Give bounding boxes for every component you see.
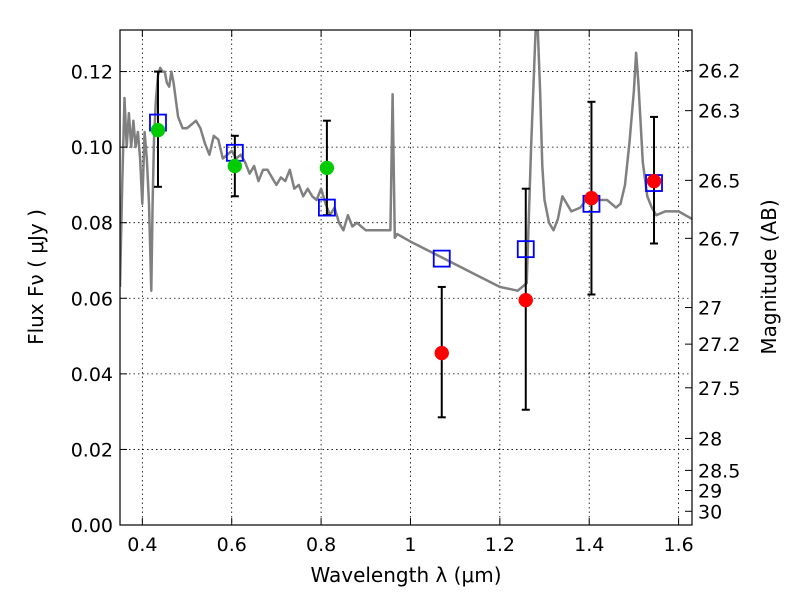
y-tick-label: 0.12 [71, 62, 113, 84]
y-tick-label: 0.10 [71, 137, 113, 159]
plot-area [120, 30, 692, 419]
y2-tick-label: 29 [698, 481, 722, 503]
y2-tick-label: 27.5 [698, 378, 740, 400]
y2-tick-label: 27.2 [698, 334, 740, 356]
x-tick-label: 1.2 [485, 534, 515, 556]
low-significance-point [584, 190, 599, 206]
detection-point [227, 158, 243, 174]
x-tick-label: 1 [404, 534, 416, 556]
x-tick-label: 1.4 [574, 534, 604, 556]
x-axis-title: Wavelength λ (μm) [310, 563, 501, 587]
y-tick-label: 0.04 [71, 364, 113, 386]
low-significance-point [518, 292, 534, 308]
model-flux-square [516, 240, 535, 259]
y2-tick-label: 26.3 [698, 101, 740, 123]
y2-tick-label: 26.2 [698, 61, 740, 83]
x-tick-label: 0.4 [127, 534, 157, 556]
x-tick-label: 1.6 [663, 534, 693, 556]
gridlines [120, 30, 692, 526]
model-flux-square [318, 198, 336, 217]
y-tick-label: 0.02 [71, 439, 113, 461]
y-tick-label: 0.08 [71, 213, 113, 235]
y2-axis-title: Magnitude (AB) [757, 199, 781, 354]
y2-tick-label: 26.7 [698, 228, 740, 250]
y2-tick-label: 28 [698, 428, 722, 450]
y2-tick-label: 28.5 [698, 460, 740, 482]
y-tick-label: 0.00 [71, 515, 113, 537]
low-significance-point [434, 345, 449, 361]
plot-frame [119, 29, 693, 526]
x-tick-label: 0.6 [217, 534, 247, 556]
detection-point [150, 122, 166, 138]
y-axis-title: Flux Fν ( μJy ) [24, 209, 48, 345]
low-significance-point [646, 173, 662, 189]
model-flux-square [432, 249, 451, 268]
x-tick-label: 0.8 [306, 534, 336, 556]
y-tick-label: 0.06 [71, 288, 113, 310]
y2-tick-label: 27 [698, 298, 722, 320]
axis-ticks: 0.4 0.6 0.8 1 1.2 1.4 1.6 0.00 0.02 0.04 0.06 0.08 0… [71, 30, 740, 556]
detection-point [319, 160, 335, 176]
y2-tick-label: 30 [698, 501, 722, 523]
y2-tick-label: 26.5 [698, 170, 740, 192]
